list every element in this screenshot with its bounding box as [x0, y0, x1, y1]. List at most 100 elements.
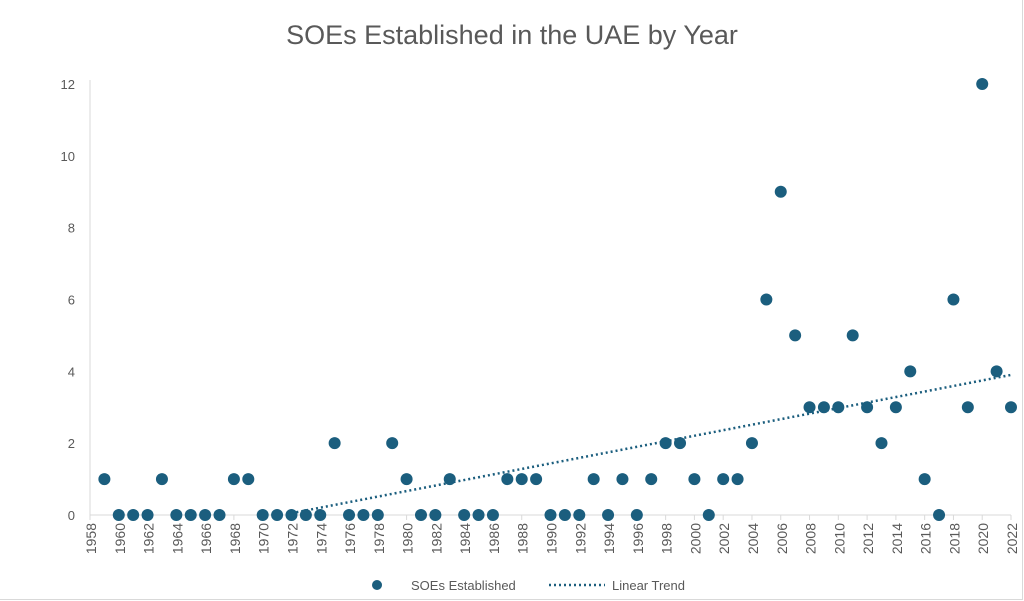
data-point — [443, 473, 456, 486]
data-point — [530, 473, 543, 486]
data-point — [961, 401, 974, 414]
data-point — [299, 509, 312, 521]
x-tick-label: 2020 — [975, 523, 991, 554]
data-point — [976, 78, 989, 90]
data-point — [875, 437, 888, 450]
y-tick-label: 6 — [68, 293, 75, 308]
data-point — [458, 509, 471, 521]
x-tick-label: 1964 — [169, 523, 185, 554]
data-point — [400, 473, 413, 486]
data-point — [990, 365, 1003, 378]
x-tick-label: 2014 — [889, 523, 905, 554]
data-point — [832, 401, 845, 414]
y-tick-label: 0 — [68, 508, 75, 523]
data-point — [760, 293, 773, 306]
data-point — [285, 509, 298, 521]
data-point — [501, 473, 514, 486]
data-point — [587, 473, 600, 486]
x-tick-label: 2002 — [716, 523, 732, 554]
points-layer — [98, 78, 1017, 521]
data-point — [357, 509, 370, 521]
x-tick-label: 2008 — [803, 523, 819, 554]
data-point — [98, 473, 111, 486]
y-axis-ticks: 0 2 4 6 8 10 12 — [61, 77, 75, 523]
x-tick-label: 1966 — [198, 523, 214, 554]
x-tick-label: 1974 — [313, 523, 329, 554]
data-point — [112, 509, 125, 521]
data-point — [271, 509, 284, 521]
y-tick-label: 4 — [68, 364, 75, 379]
data-point — [774, 185, 787, 198]
data-point — [918, 473, 931, 486]
x-tick-label: 1988 — [515, 523, 531, 554]
x-tick-label: 1990 — [544, 523, 560, 554]
x-tick-label: 1998 — [659, 523, 675, 554]
data-point — [602, 509, 615, 521]
x-tick-label: 2000 — [687, 523, 703, 554]
data-point — [486, 509, 499, 521]
data-point — [573, 509, 586, 521]
data-point — [170, 509, 183, 521]
data-point — [328, 437, 341, 450]
data-point — [141, 509, 154, 521]
data-point — [789, 329, 802, 342]
data-point — [544, 509, 557, 521]
data-point — [904, 365, 917, 378]
y-tick-label: 10 — [61, 149, 75, 164]
x-tick-label: 1994 — [601, 523, 617, 554]
data-point — [199, 509, 212, 521]
data-point — [659, 437, 672, 450]
legend-label-trend: Linear Trend — [612, 578, 685, 593]
data-point — [314, 509, 327, 521]
x-tick-label: 1984 — [457, 523, 473, 554]
x-tick-label: 1958 — [83, 523, 99, 554]
data-point — [127, 509, 140, 521]
x-tick-label: 1982 — [428, 523, 444, 554]
x-tick-label: 2016 — [918, 523, 934, 554]
x-tick-label: 1978 — [371, 523, 387, 554]
data-point — [386, 437, 399, 450]
x-tick-label: 1968 — [227, 523, 243, 554]
x-tick-label: 2006 — [774, 523, 790, 554]
data-point — [717, 473, 730, 486]
data-point — [817, 401, 830, 414]
trend-line — [291, 373, 1012, 515]
y-tick-label: 8 — [68, 221, 75, 236]
x-tick-label: 2010 — [831, 523, 847, 554]
data-point — [645, 473, 658, 486]
data-point — [674, 437, 687, 450]
x-tick-label: 2004 — [745, 523, 761, 554]
data-point — [745, 437, 758, 450]
x-tick-label: 1986 — [486, 523, 502, 554]
x-tick-label: 1976 — [342, 523, 358, 554]
x-axis-ticks: 1958 1960 1962 1964 1966 1968 1970 1972 1974 1976… — [83, 515, 1020, 554]
data-point — [429, 509, 442, 521]
data-point — [947, 293, 960, 306]
data-point — [861, 401, 874, 414]
data-point — [414, 509, 427, 521]
legend: SOEs Established Linear Trend — [372, 578, 685, 593]
data-point — [184, 509, 197, 521]
legend-label-soes: SOEs Established — [411, 578, 516, 593]
x-tick-label: 1960 — [112, 523, 128, 554]
data-point — [731, 473, 744, 486]
x-tick-label: 2022 — [1004, 523, 1020, 554]
x-tick-label: 1962 — [141, 523, 157, 554]
data-point — [515, 473, 528, 486]
data-point — [371, 509, 384, 521]
data-point — [558, 509, 571, 521]
data-point — [702, 509, 715, 521]
data-point — [256, 509, 269, 521]
trend-layer — [291, 373, 1012, 515]
data-point — [846, 329, 859, 342]
data-point — [227, 473, 240, 486]
x-tick-label: 1992 — [572, 523, 588, 554]
data-point — [155, 473, 168, 486]
data-point — [630, 509, 643, 521]
legend-marker-soes — [372, 580, 382, 590]
x-tick-label: 1970 — [256, 523, 272, 554]
data-point — [472, 509, 485, 521]
data-point — [343, 509, 356, 521]
